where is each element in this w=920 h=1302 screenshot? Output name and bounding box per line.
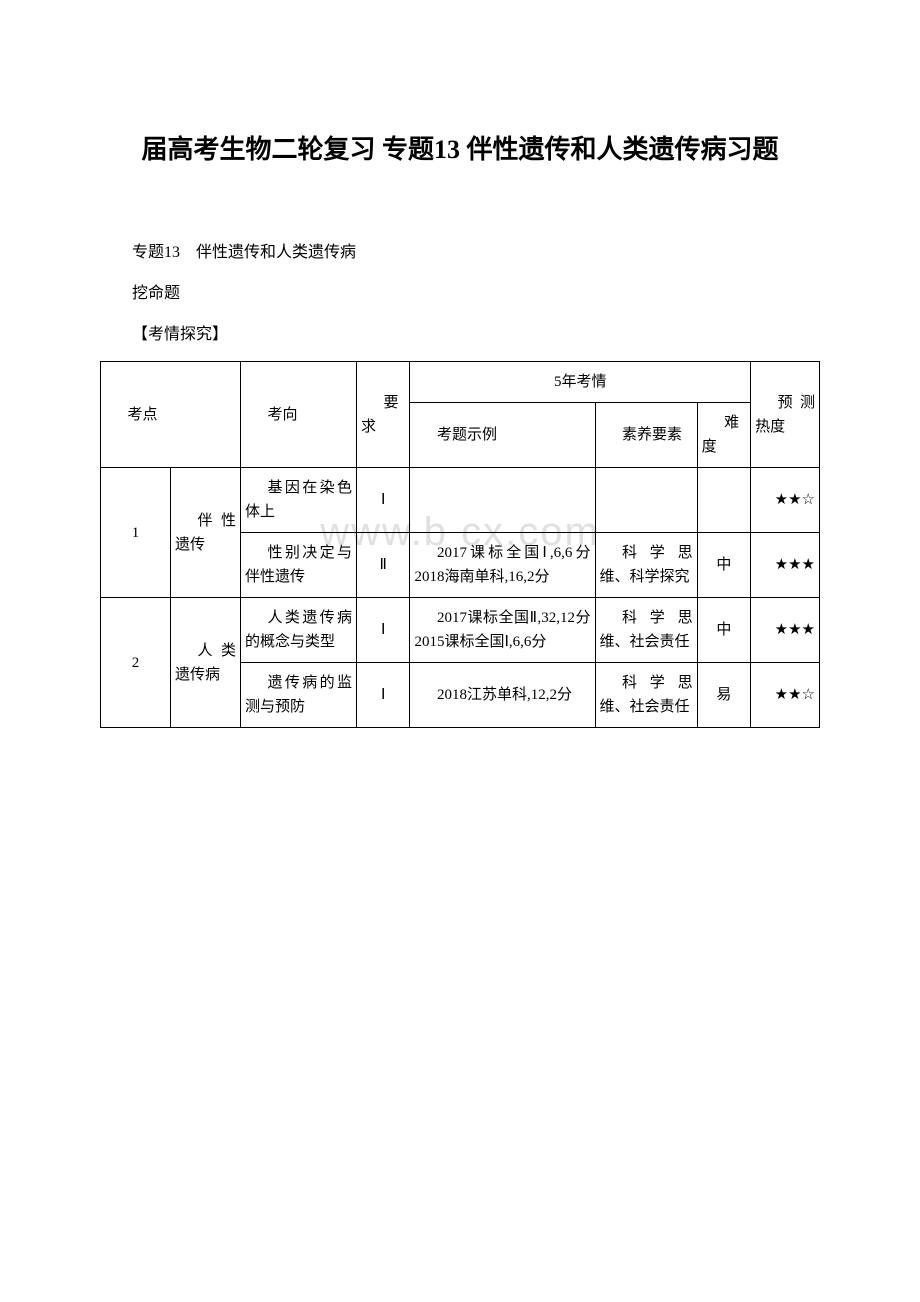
header-difficulty: 难度 [697,403,750,468]
row1-req2: Ⅱ [356,533,409,598]
content-wrapper: 届高考生物二轮复习 专题13 伴性遗传和人类遗传病习题 专题13 伴性遗传和人类… [100,130,820,728]
section-line-1: 挖命题 [100,280,820,309]
header-requirement: 要求 [356,362,409,468]
row2-diff1: 中 [697,598,750,663]
header-5year: 5年考情 [410,362,751,403]
row2-req2: Ⅰ [356,663,409,728]
exam-analysis-table: 考点 考向 要求 5年考情 预测热度 考题示例 素养要素 难度 1 伴性遗传 基… [100,361,820,728]
table-row: 1 伴性遗传 基因在染色体上 Ⅰ ★★☆ [101,468,820,533]
row1-req1: Ⅰ [356,468,409,533]
header-topic: 考点 [101,362,241,468]
header-heat: 预测热度 [751,362,820,468]
row2-ess1: 科学思维、社会责任 [595,598,697,663]
row1-diff1 [697,468,750,533]
row1-dir1: 基因在染色体上 [241,468,357,533]
header-example: 考题示例 [410,403,595,468]
row1-num: 1 [101,468,171,598]
row1-ess1 [595,468,697,533]
header-essence: 素养要素 [595,403,697,468]
row2-req1: Ⅰ [356,598,409,663]
row2-ex2: 2018江苏单科,12,2分 [410,663,595,728]
row2-heat1: ★★★ [751,598,820,663]
row1-ex1 [410,468,595,533]
row2-dir2: 遗传病的监测与预防 [241,663,357,728]
row1-heat1: ★★☆ [751,468,820,533]
section-line-2: 【考情探究】 [100,321,820,350]
row2-heat2: ★★☆ [751,663,820,728]
row2-diff2: 易 [697,663,750,728]
row2-ex1: 2017课标全国Ⅱ,32,12分 2015课标全国Ⅰ,6,6分 [410,598,595,663]
header-row-1: 考点 考向 要求 5年考情 预测热度 [101,362,820,403]
page-title: 届高考生物二轮复习 专题13 伴性遗传和人类遗传病习题 [100,130,820,169]
row2-dir1: 人类遗传病的概念与类型 [241,598,357,663]
row1-topic: 伴性遗传 [171,468,241,598]
header-direction: 考向 [241,362,357,468]
table-row: 2 人类遗传病 人类遗传病的概念与类型 Ⅰ 2017课标全国Ⅱ,32,12分 2… [101,598,820,663]
subtitle-line: 专题13 伴性遗传和人类遗传病 [100,239,820,268]
row1-ex2: 2017课标全国Ⅰ,6,6分 2018海南单科,16,2分 [410,533,595,598]
row1-dir2: 性别决定与伴性遗传 [241,533,357,598]
row2-topic: 人类遗传病 [171,598,241,728]
row1-heat2: ★★★ [751,533,820,598]
row1-ess2: 科学思维、科学探究 [595,533,697,598]
row2-num: 2 [101,598,171,728]
row1-diff2: 中 [697,533,750,598]
row2-ess2: 科学思维、社会责任 [595,663,697,728]
